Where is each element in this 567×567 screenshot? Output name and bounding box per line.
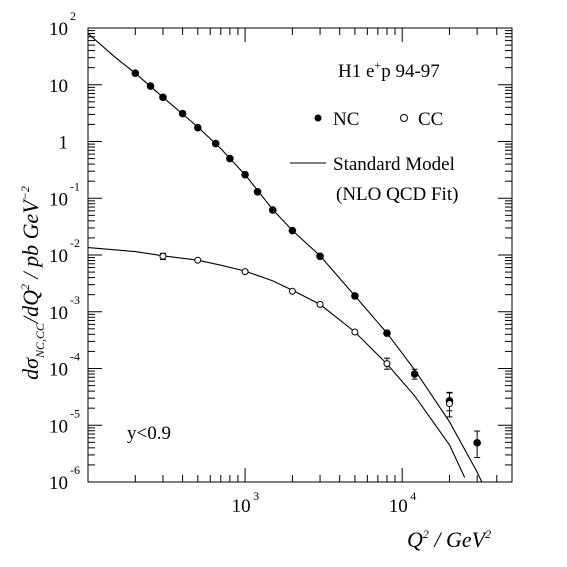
data-point-nc xyxy=(473,439,481,447)
data-point-cc xyxy=(288,287,296,295)
data-point-cc xyxy=(445,400,453,408)
data-point-nc xyxy=(383,329,391,337)
x-axis-title: Q2 / GeV2 xyxy=(407,527,491,552)
y-tick-label: 10 xyxy=(49,76,68,97)
data-point-nc xyxy=(131,69,140,77)
data-point-cc xyxy=(351,328,359,336)
x-tick-label: 10 xyxy=(389,496,408,517)
data-point-nc xyxy=(268,206,277,214)
data-point-nc xyxy=(410,370,419,378)
y-tick-label: 10 xyxy=(49,473,68,494)
y-tick-exponent: -1 xyxy=(70,179,80,193)
legend-model-label: Standard Model xyxy=(333,154,455,175)
y-tick-label: 10 xyxy=(49,303,68,324)
chart-title: H1 e+p 94-97 xyxy=(338,58,440,82)
data-point-nc xyxy=(159,93,167,102)
y-tick-exponent: -2 xyxy=(70,236,80,250)
x-tick-exponent: 3 xyxy=(253,489,259,503)
y-tick-label: 1 xyxy=(59,133,69,154)
y-tick-label: 10 xyxy=(49,246,68,267)
y-tick-label: 10 xyxy=(49,19,68,40)
cut-annotation: y<0.9 xyxy=(127,423,171,444)
plot-frame xyxy=(87,27,513,483)
y-tick-exponent: -4 xyxy=(70,350,80,364)
y-tick-label: 10 xyxy=(49,416,68,437)
y-tick-exponent: -5 xyxy=(70,406,80,420)
y-tick-label: 10 xyxy=(49,189,68,210)
data-point-nc xyxy=(178,109,187,118)
data-point-nc xyxy=(316,252,324,261)
y-tick-exponent: 2 xyxy=(70,9,76,23)
x-tick-label: 10 xyxy=(232,496,251,517)
data-point-nc xyxy=(194,123,202,132)
data-point-nc xyxy=(226,154,234,163)
y-axis-title: dσNC,CC/dQ2 / pb GeV−2 xyxy=(18,186,47,380)
data-point-nc xyxy=(211,139,220,148)
data-point-nc xyxy=(288,226,297,235)
y-tick-label: 10 xyxy=(49,360,68,381)
data-points xyxy=(131,69,481,459)
data-point-cc xyxy=(159,252,167,260)
legend: NC CC Standard Model (NLO QCD Fit) xyxy=(290,109,458,205)
model-curve-cc xyxy=(88,247,466,478)
data-point-nc xyxy=(351,292,359,300)
legend-nc-label: NC xyxy=(333,109,359,130)
data-point-cc xyxy=(383,360,391,368)
legend-cc-label: CC xyxy=(418,109,443,130)
y-tick-exponent: -3 xyxy=(70,293,80,307)
data-point-cc xyxy=(194,256,202,264)
legend-nc-marker xyxy=(314,114,322,122)
data-point-nc xyxy=(241,170,249,179)
x-tick-exponent: 4 xyxy=(410,489,416,503)
legend-model-sublabel: (NLO QCD Fit) xyxy=(336,184,458,205)
data-point-cc xyxy=(241,268,249,276)
y-tick-exponent: -6 xyxy=(70,463,80,477)
x-axis-ticks: 10 3 10 4 xyxy=(87,28,513,517)
data-point-nc xyxy=(253,187,262,196)
legend-cc-marker xyxy=(400,114,408,122)
data-point-nc xyxy=(146,82,155,90)
data-point-cc xyxy=(316,300,324,308)
